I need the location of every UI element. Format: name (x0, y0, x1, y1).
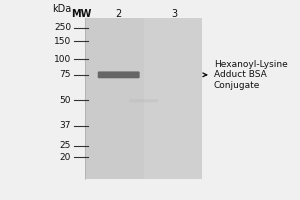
Text: 150: 150 (54, 37, 71, 46)
Text: 3: 3 (172, 9, 178, 19)
Text: MW: MW (71, 9, 91, 19)
FancyBboxPatch shape (129, 99, 158, 102)
Text: kDa: kDa (52, 4, 71, 14)
Text: 37: 37 (60, 121, 71, 130)
Text: 50: 50 (60, 96, 71, 105)
Bar (85, 18, 144, 179)
Bar (85, 18, 202, 179)
Text: 75: 75 (60, 70, 71, 79)
Text: 20: 20 (60, 153, 71, 162)
Text: 250: 250 (54, 23, 71, 32)
Text: 25: 25 (60, 141, 71, 150)
Text: 2: 2 (116, 9, 122, 19)
Text: Hexanoyl-Lysine
Adduct BSA
Conjugate: Hexanoyl-Lysine Adduct BSA Conjugate (203, 60, 287, 90)
Text: 100: 100 (54, 55, 71, 64)
FancyBboxPatch shape (98, 71, 140, 78)
